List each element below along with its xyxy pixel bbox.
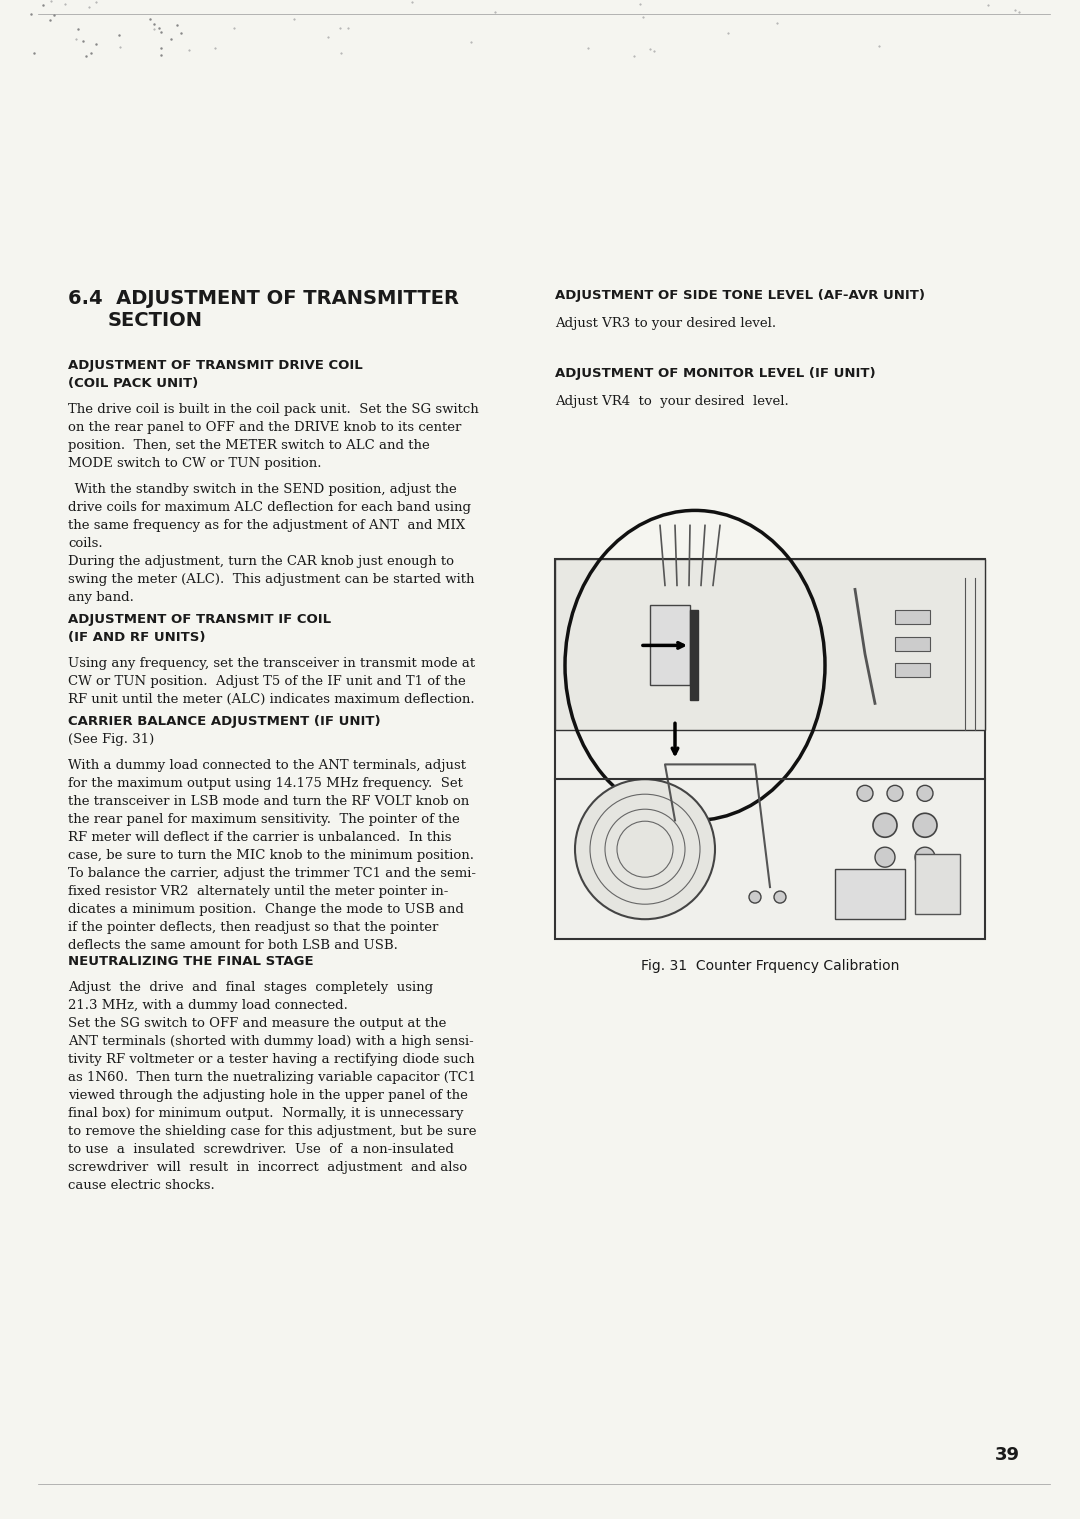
Text: Fig. 31  Counter Frquency Calibration: Fig. 31 Counter Frquency Calibration [640, 958, 900, 974]
Text: Adjust VR3 to your desired level.: Adjust VR3 to your desired level. [555, 317, 777, 330]
Text: ADJUSTMENT OF TRANSMIT IF COIL: ADJUSTMENT OF TRANSMIT IF COIL [68, 614, 332, 626]
Text: During the adjustment, turn the CAR knob just enough to
swing the meter (ALC).  : During the adjustment, turn the CAR knob… [68, 554, 474, 605]
Circle shape [913, 813, 937, 837]
Circle shape [774, 892, 786, 904]
Circle shape [875, 848, 895, 867]
Bar [895, 664, 930, 677]
Circle shape [887, 785, 903, 802]
Text: ADJUSTMENT OF SIDE TONE LEVEL (AF-AVR UNIT): ADJUSTMENT OF SIDE TONE LEVEL (AF-AVR UN… [555, 289, 924, 302]
Text: Adjust  the  drive  and  final  stages  completely  using
21.3 MHz, with a dummy: Adjust the drive and final stages comple… [68, 981, 476, 1192]
Bar [555, 559, 985, 731]
Text: With the standby switch in the SEND position, adjust the
drive coils for maximum: With the standby switch in the SEND posi… [68, 483, 471, 550]
Circle shape [873, 813, 897, 837]
Bar [690, 611, 698, 700]
Bar [835, 869, 905, 919]
Bar [895, 636, 930, 650]
Text: 6.4  ADJUSTMENT OF TRANSMITTER: 6.4 ADJUSTMENT OF TRANSMITTER [68, 289, 459, 308]
Text: Using any frequency, set the transceiver in transmit mode at
CW or TUN position.: Using any frequency, set the transceiver… [68, 658, 475, 706]
Bar [915, 854, 960, 914]
Text: (COIL PACK UNIT): (COIL PACK UNIT) [68, 377, 199, 390]
Text: Adjust VR4  to  your desired  level.: Adjust VR4 to your desired level. [555, 395, 788, 409]
Circle shape [750, 892, 761, 904]
Text: The drive coil is built in the coil pack unit.  Set the SG switch
on the rear pa: The drive coil is built in the coil pack… [68, 403, 478, 469]
Text: NEUTRALIZING THE FINAL STAGE: NEUTRALIZING THE FINAL STAGE [68, 955, 313, 968]
Circle shape [858, 785, 873, 802]
Circle shape [917, 785, 933, 802]
Text: 39: 39 [995, 1446, 1020, 1464]
Circle shape [575, 779, 715, 919]
Text: (See Fig. 31): (See Fig. 31) [68, 734, 154, 746]
Text: With a dummy load connected to the ANT terminals, adjust
for the maximum output : With a dummy load connected to the ANT t… [68, 760, 476, 952]
Bar [555, 559, 985, 939]
Text: CARRIER BALANCE ADJUSTMENT (IF UNIT): CARRIER BALANCE ADJUSTMENT (IF UNIT) [68, 715, 380, 728]
Bar [895, 611, 930, 624]
Bar [650, 606, 690, 685]
Circle shape [915, 848, 935, 867]
Text: SECTION: SECTION [108, 311, 203, 330]
Text: ADJUSTMENT OF TRANSMIT DRIVE COIL: ADJUSTMENT OF TRANSMIT DRIVE COIL [68, 358, 363, 372]
Text: ADJUSTMENT OF MONITOR LEVEL (IF UNIT): ADJUSTMENT OF MONITOR LEVEL (IF UNIT) [555, 368, 876, 380]
Text: (IF AND RF UNITS): (IF AND RF UNITS) [68, 630, 205, 644]
